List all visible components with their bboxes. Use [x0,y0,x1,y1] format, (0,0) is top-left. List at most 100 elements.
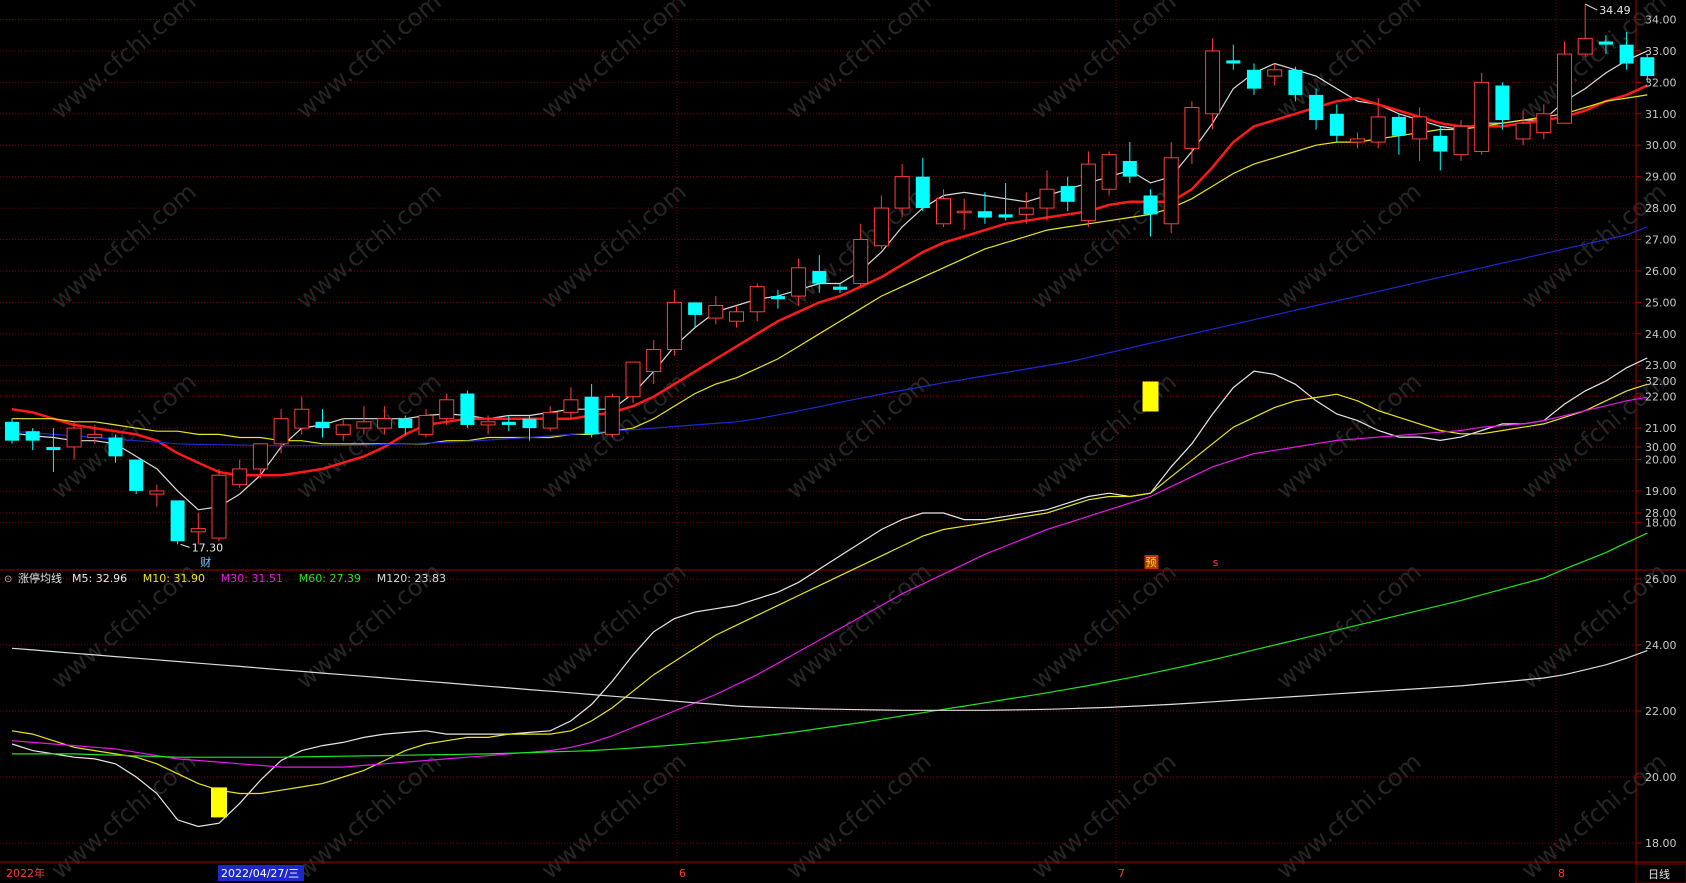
candle [625,361,641,403]
price-tick-label: 33.00 [1645,45,1677,58]
limit-up-marker [211,787,227,818]
candle-body-up [1163,157,1179,225]
candle-body-up [1350,138,1365,143]
candle [729,305,744,328]
candle [25,428,40,451]
candle-body-down [501,421,516,425]
s-event-marker[interactable]: s [1213,556,1219,569]
candle-body-up [1267,69,1283,77]
candle-body-up [377,418,393,429]
candlestick-series[interactable] [5,4,1655,545]
sub-tick-label: 24.00 [1645,639,1677,652]
candle-body-up [563,399,579,413]
candle-body-up [749,286,765,313]
sub-line-m120 [11,647,1648,711]
legend-item-m5: M5: 32.96 [72,572,127,585]
candle [1350,132,1365,149]
sub-line-m60 [12,532,1648,758]
forecast-marker-bg [1144,555,1159,569]
candle [460,390,475,429]
candle-body-down [1495,85,1510,121]
candle-body-up [66,427,82,448]
candle-body-down [170,500,185,542]
candle-body-up [604,396,620,435]
candle [5,418,19,444]
candle [377,406,393,435]
sub-tick-label: 26.00 [1645,573,1677,586]
candle-body-up [542,411,558,429]
month-label-8: 8 [1558,867,1565,880]
candle [315,409,330,438]
price-tick-label: 22.00 [1645,391,1677,404]
candle-body-up [956,210,972,214]
candle [522,415,537,441]
candle [356,406,372,435]
candle [853,223,869,287]
candle-body-down [1143,195,1158,215]
candle [688,302,703,328]
period-button-bg[interactable] [1635,863,1686,883]
candle [1577,4,1593,58]
candle [1226,44,1241,70]
candle [1018,192,1034,224]
candle [1329,104,1344,143]
low-price-label: 17.30 [192,541,224,554]
sub-tick-label: 18.00 [1645,837,1677,850]
price-tick-label: 19.00 [1645,485,1677,498]
candle [1474,72,1490,155]
sub-tick-label: 30.00 [1645,441,1677,454]
price-tick-label: 34.00 [1645,14,1677,27]
candle [1288,66,1303,102]
sub-panel-legend: ⊙ 涨停均线 M5: 32.96 M10: 31.90 M30: 31.51 M60:… [4,571,446,585]
candle-body-up [1370,116,1386,143]
candle-body-up [273,418,289,445]
candle-body-up [1453,125,1469,156]
price-tick-label: 20.00 [1645,454,1677,467]
sub-indicator-lines [11,357,1648,828]
candle [998,182,1013,221]
candle-body-up [418,415,434,435]
candle [812,255,827,293]
candle-body-down [129,459,144,491]
candle-body-up [1536,113,1552,134]
period-button[interactable]: 日线 [1648,867,1670,881]
candle [211,468,227,542]
candle [708,296,724,325]
price-tick-label: 23.00 [1645,359,1677,372]
sub-tick-label: 28.00 [1645,507,1677,520]
candle-body-down [688,302,703,315]
candle [273,409,289,454]
year-label: 2022年 [6,866,45,880]
candle [915,157,930,212]
high-price-label: 34.49 [1599,4,1631,17]
candle-body-up [1101,154,1117,190]
candle [1122,142,1137,183]
candle [1495,82,1510,130]
candle-body-down [25,431,40,441]
financial-report-marker[interactable]: 财 [200,555,211,569]
price-tick-label: 27.00 [1645,234,1677,247]
candle-body-up [1184,107,1200,149]
candle-body-up [480,421,496,426]
indicator-name[interactable]: 涨停均线 [18,571,62,585]
selected-date-highlight [218,865,304,881]
candle-body-up [873,207,889,247]
price-axis: 18.00 19.00 20.00 21.00 22.00 23.00 24.00 25.00… [1636,14,1677,529]
forecast-marker[interactable]: 预 [1146,556,1157,569]
price-tick-label: 26.00 [1645,265,1677,278]
candle-body-down [460,393,475,425]
candle-body-down [1288,69,1303,95]
candle-body-up [252,443,268,470]
candle [1412,107,1428,161]
candle-body-up [294,408,310,429]
price-tick-label: 31.00 [1645,108,1677,121]
candle [1433,126,1448,171]
candle [542,406,558,432]
candle-body-down [977,211,992,218]
candle [894,164,910,218]
candle [956,198,972,231]
indicator-toggle-icon[interactable]: ⊙ [4,574,12,585]
candle-body-up [87,433,103,439]
candle-body-up [232,468,248,486]
